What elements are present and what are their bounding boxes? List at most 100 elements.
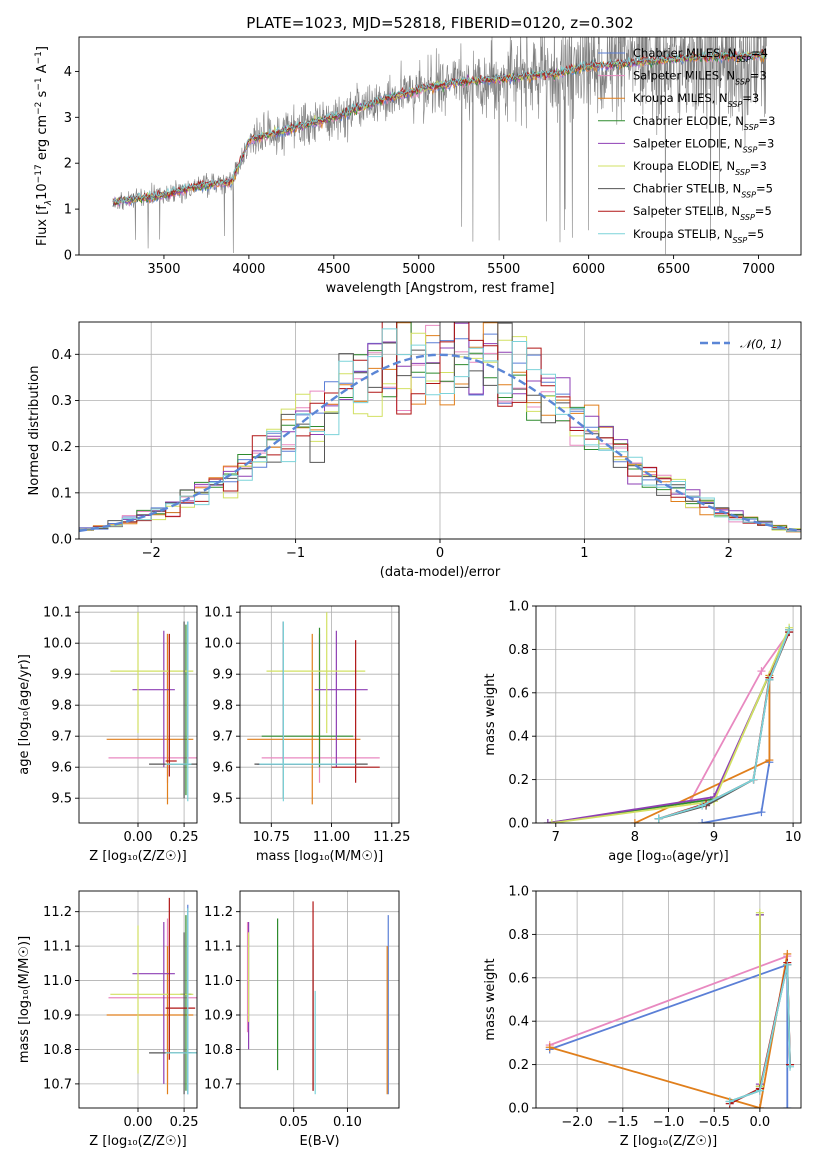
x-tick-label: 0.05 xyxy=(279,1115,308,1130)
axes: 10.75 11.00 11.25 9.5 9.6 9.7 9.8 9.9 10.0 10.1 ma… xyxy=(204,605,410,864)
legend-n: , xyxy=(717,227,724,241)
legend-n: N xyxy=(724,227,733,241)
y-axis-label: mass weight xyxy=(483,673,498,755)
legend-label: Kroupa MILES, NSSP=3 xyxy=(633,91,759,109)
y-tick-label: 9.8 xyxy=(51,699,72,714)
y-axis-label-part: −1 xyxy=(34,77,44,90)
y-tick-label: 10.9 xyxy=(204,1009,233,1024)
legend-name: Kroupa MILES xyxy=(633,91,712,105)
errorbar-point-4 xyxy=(180,915,192,1091)
legend-entry: Kroupa ELODIE, NSSP=3 xyxy=(598,159,767,177)
chart-3: 10.75 11.00 11.25 9.5 9.6 9.7 9.8 9.9 10.0 10.1 ma… xyxy=(204,605,410,864)
chart-4: 7 8 9 10 0.0 0.2 0.4 0.6 0.8 1.0 age [log₁₀(age/yr… xyxy=(483,600,802,864)
legend-sub: SSP xyxy=(728,100,743,109)
marker-plus xyxy=(786,1062,795,1071)
y-tick-label: 0.8 xyxy=(508,928,529,943)
x-axis-label: Z [log₁₀(Z/Z☉)] xyxy=(89,849,186,864)
axes: 0.00 0.25 9.5 9.6 9.7 9.8 9.9 10.0 10.1 Z [log₁₀(… xyxy=(17,605,199,864)
plot-area xyxy=(246,901,389,1095)
marker-plus xyxy=(757,667,766,676)
legend-eq: = xyxy=(757,136,767,150)
x-tick-label: 0.00 xyxy=(124,1115,153,1130)
y-tick-label: 0.8 xyxy=(508,643,529,658)
legend-name: Chabrier STELIB xyxy=(633,182,725,196)
legend-name: Kroupa STELIB xyxy=(633,227,717,241)
y-axis-label-part: s xyxy=(35,90,50,101)
marker-plus xyxy=(749,775,758,784)
legend-nssp: 3 xyxy=(759,159,766,173)
legend-n: , xyxy=(719,159,726,173)
marker-plus xyxy=(783,949,792,958)
y-axis-label-part: −17 xyxy=(34,164,44,183)
legend-label: 𝒩(0, 1) xyxy=(740,337,782,351)
legend-n: , xyxy=(719,69,726,83)
mass-weight-line-4 xyxy=(547,629,790,823)
x-tick-label: 7 xyxy=(552,830,560,845)
y-tick-label: 0.4 xyxy=(508,730,529,745)
y-tick-label: 10.0 xyxy=(204,637,233,652)
x-tick-label: 0.00 xyxy=(124,830,153,845)
legend-eq: = xyxy=(751,46,761,60)
legend-n: N xyxy=(728,46,737,60)
errorbar-point-6 xyxy=(110,612,194,734)
legend-eq: = xyxy=(759,114,769,128)
legend-entry: Chabrier STELIB, NSSP=5 xyxy=(598,182,773,199)
chart-6: 0.05 0.10 10.7 10.8 10.9 11.0 11.1 11.2 E(B-V) xyxy=(204,890,400,1149)
x-tick-label: 0.10 xyxy=(333,1115,362,1130)
plot-area xyxy=(106,612,197,805)
legend-entry: Salpeter STELIB, NSSP=5 xyxy=(598,204,772,222)
x-axis-label: Z [log₁₀(Z/Z☉)] xyxy=(89,1134,186,1149)
legend-n: N xyxy=(734,136,743,150)
x-tick-label: −1 xyxy=(286,546,305,561)
y-tick-label: 9.7 xyxy=(212,730,233,745)
errorbar-point-3 xyxy=(106,633,194,805)
legend-eq: = xyxy=(755,204,765,218)
legend-name: Chabrier MILES xyxy=(633,46,720,60)
y-axis-label-part: 10 xyxy=(35,183,50,200)
x-tick-label: 0 xyxy=(436,546,444,561)
marker-plus xyxy=(765,675,774,684)
marker-plus xyxy=(654,814,663,823)
plot-area xyxy=(545,908,795,1108)
x-axis-label: (data-model)/error xyxy=(380,565,501,580)
chart-1: −2 −1 0 1 2 0.0 0.1 0.2 0.3 0.4 (data-model)/error… xyxy=(27,321,802,580)
legend-n: N xyxy=(726,159,735,173)
y-axis-label: mass weight xyxy=(483,958,498,1040)
y-tick-label: 9.8 xyxy=(212,699,233,714)
legend-n: N xyxy=(719,91,728,105)
marker-plus xyxy=(547,819,556,823)
legend-eq: = xyxy=(742,91,752,105)
y-tick-label: 10.0 xyxy=(43,637,72,652)
legend-name: Salpeter STELIB xyxy=(633,204,724,218)
x-tick-label: 8 xyxy=(631,830,639,845)
y-axis-label: mass [log₁₀(M/M☉)] xyxy=(17,936,32,1063)
plot-area xyxy=(79,322,801,533)
x-tick-label: 5500 xyxy=(487,262,520,277)
legend-eq: = xyxy=(756,182,766,196)
y-axis-label-part: −1 xyxy=(34,51,44,64)
x-tick-label: 4000 xyxy=(232,262,265,277)
axes-frame xyxy=(239,605,400,824)
legend-nssp: 3 xyxy=(767,136,774,150)
y-axis-label: Flux [fλ10−17 erg cm−2 s−1 A−1] xyxy=(34,46,54,246)
x-tick-label: 10 xyxy=(785,830,802,845)
marker-plus xyxy=(698,819,707,823)
chart-5: 0.00 0.25 10.7 10.8 10.9 11.0 11.1 11.2 Z [log₁₀… xyxy=(17,890,199,1149)
legend-sub: SSP xyxy=(741,190,756,199)
y-tick-label: 0.6 xyxy=(508,686,529,701)
y-tick-label: 0.4 xyxy=(508,1015,529,1030)
x-axis-label: E(B-V) xyxy=(299,1134,339,1149)
y-tick-label: 3 xyxy=(64,111,72,126)
data-spectrum xyxy=(112,37,767,255)
x-tick-label: 6000 xyxy=(572,262,605,277)
legend-sub: SSP xyxy=(744,122,759,131)
legend-label: Chabrier ELODIE, NSSP=3 xyxy=(633,114,775,132)
legend-label: Kroupa STELIB, NSSP=5 xyxy=(633,227,764,245)
y-axis-label-part: λ xyxy=(44,200,54,206)
legend-nssp: 4 xyxy=(761,46,768,60)
plot-area xyxy=(543,623,794,823)
y-tick-label: 11.2 xyxy=(43,905,72,920)
x-axis-label: Z [log₁₀(Z/Z☉)] xyxy=(620,1134,717,1149)
y-tick-label: 11.0 xyxy=(204,974,233,989)
x-axis-label: mass [log₁₀(M/M☉)] xyxy=(256,849,383,864)
